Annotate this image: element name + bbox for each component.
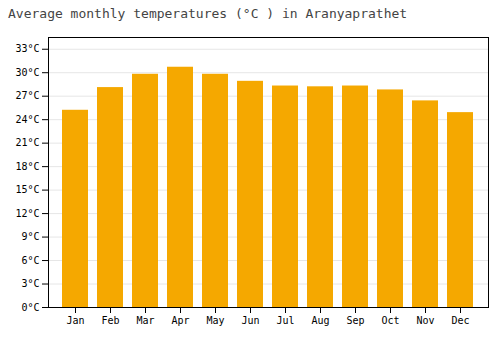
svg-text:33°C: 33°C bbox=[15, 43, 39, 54]
svg-text:Oct: Oct bbox=[381, 315, 399, 326]
svg-text:Sep: Sep bbox=[346, 315, 364, 326]
svg-text:0°C: 0°C bbox=[21, 302, 39, 313]
svg-text:12°C: 12°C bbox=[15, 208, 39, 219]
svg-text:3°C: 3°C bbox=[21, 278, 39, 289]
svg-text:Jun: Jun bbox=[241, 315, 259, 326]
svg-text:27°C: 27°C bbox=[15, 90, 39, 101]
svg-text:Jan: Jan bbox=[66, 315, 84, 326]
svg-text:Dec: Dec bbox=[451, 315, 469, 326]
svg-text:Aug: Aug bbox=[311, 315, 329, 326]
svg-text:Mar: Mar bbox=[136, 315, 154, 326]
svg-text:15°C: 15°C bbox=[15, 184, 39, 195]
svg-text:Feb: Feb bbox=[101, 315, 119, 326]
svg-text:24°C: 24°C bbox=[15, 114, 39, 125]
html-text:Average monthly temperatures (: Average monthly temperatures (°C ) in Ar… bbox=[8, 6, 408, 21]
svg-text:30°C: 30°C bbox=[15, 67, 39, 78]
svg-text:Jul: Jul bbox=[276, 315, 294, 326]
svg-text:21°C: 21°C bbox=[15, 137, 39, 148]
svg-text:6°C: 6°C bbox=[21, 255, 39, 266]
svg-text:Nov: Nov bbox=[416, 315, 434, 326]
svg-text:18°C: 18°C bbox=[15, 161, 39, 172]
svg-text:9°C: 9°C bbox=[21, 231, 39, 242]
svg-text:May: May bbox=[206, 315, 224, 326]
svg-text:Apr: Apr bbox=[171, 315, 189, 326]
